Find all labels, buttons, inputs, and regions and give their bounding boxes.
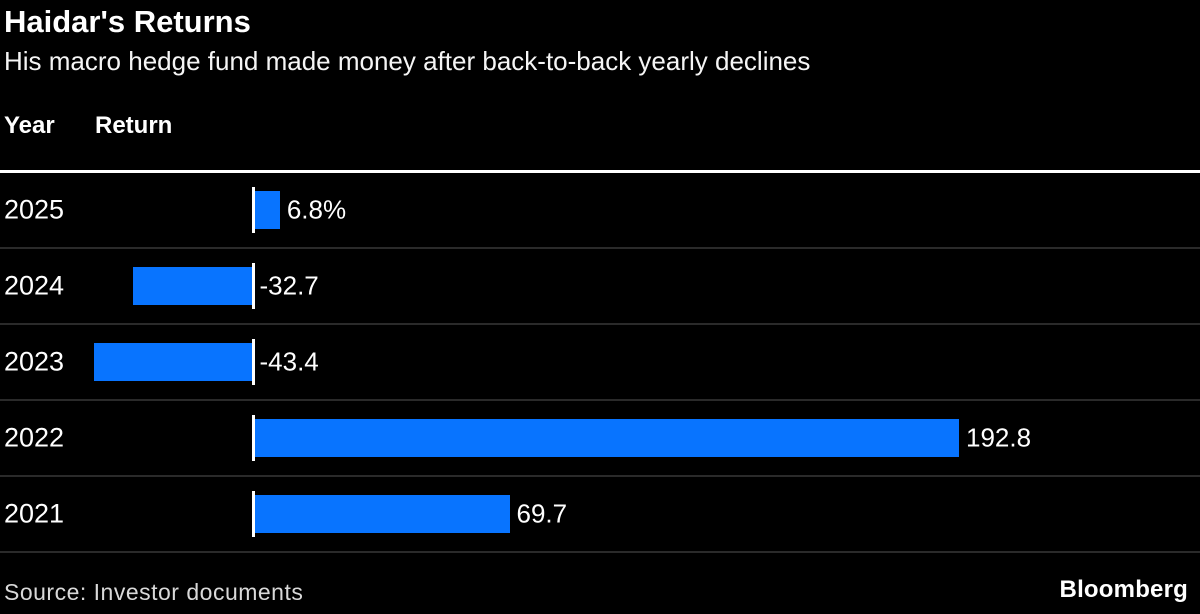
zero-baseline-tick: [252, 339, 255, 385]
bar-row-2023: 2023 -43.4: [0, 325, 1200, 401]
bar: [255, 191, 280, 229]
bar-value-label: 192.8: [966, 422, 1032, 453]
year-label: 2023: [4, 346, 65, 377]
bar: [93, 343, 252, 381]
year-column-header: Year: [4, 112, 55, 139]
bar-row-2022: 2022 192.8: [0, 401, 1200, 477]
footer: Source: Investor documents Bloomberg: [0, 554, 1200, 614]
bloomberg-logo: Bloomberg: [1059, 576, 1188, 603]
year-label: 2022: [4, 422, 65, 453]
zero-baseline-tick: [252, 491, 255, 537]
return-column-header: Return: [95, 112, 173, 139]
bar: [132, 267, 252, 305]
bar-value-label: -43.4: [259, 346, 319, 377]
source-credit: Source: Investor documents: [4, 579, 304, 605]
bar-row-2021: 2021 69.7: [0, 477, 1200, 553]
bar-value-label: 6.8%: [286, 194, 347, 225]
bar-row-2024: 2024 -32.7: [0, 249, 1200, 325]
bar: [255, 495, 510, 533]
year-label: 2024: [4, 270, 65, 301]
zero-baseline-tick: [252, 187, 255, 233]
chart-subtitle: His macro hedge fund made money after ba…: [4, 46, 811, 76]
zero-baseline-tick: [252, 415, 255, 461]
bar-rows: 2025 6.8% 2024 -32.7 2023 -43.4 2022 192…: [0, 173, 1200, 553]
zero-baseline-tick: [252, 263, 255, 309]
chart-title: Haidar's Returns: [4, 4, 251, 39]
year-label: 2025: [4, 194, 65, 225]
column-headers: Year Return: [0, 112, 1200, 146]
bar-value-label: 69.7: [516, 498, 568, 529]
year-label: 2021: [4, 498, 65, 529]
bar: [255, 419, 959, 457]
header-divider-rule: [0, 170, 1200, 173]
bar-row-2025: 2025 6.8%: [0, 173, 1200, 249]
bar-value-label: -32.7: [259, 270, 319, 301]
